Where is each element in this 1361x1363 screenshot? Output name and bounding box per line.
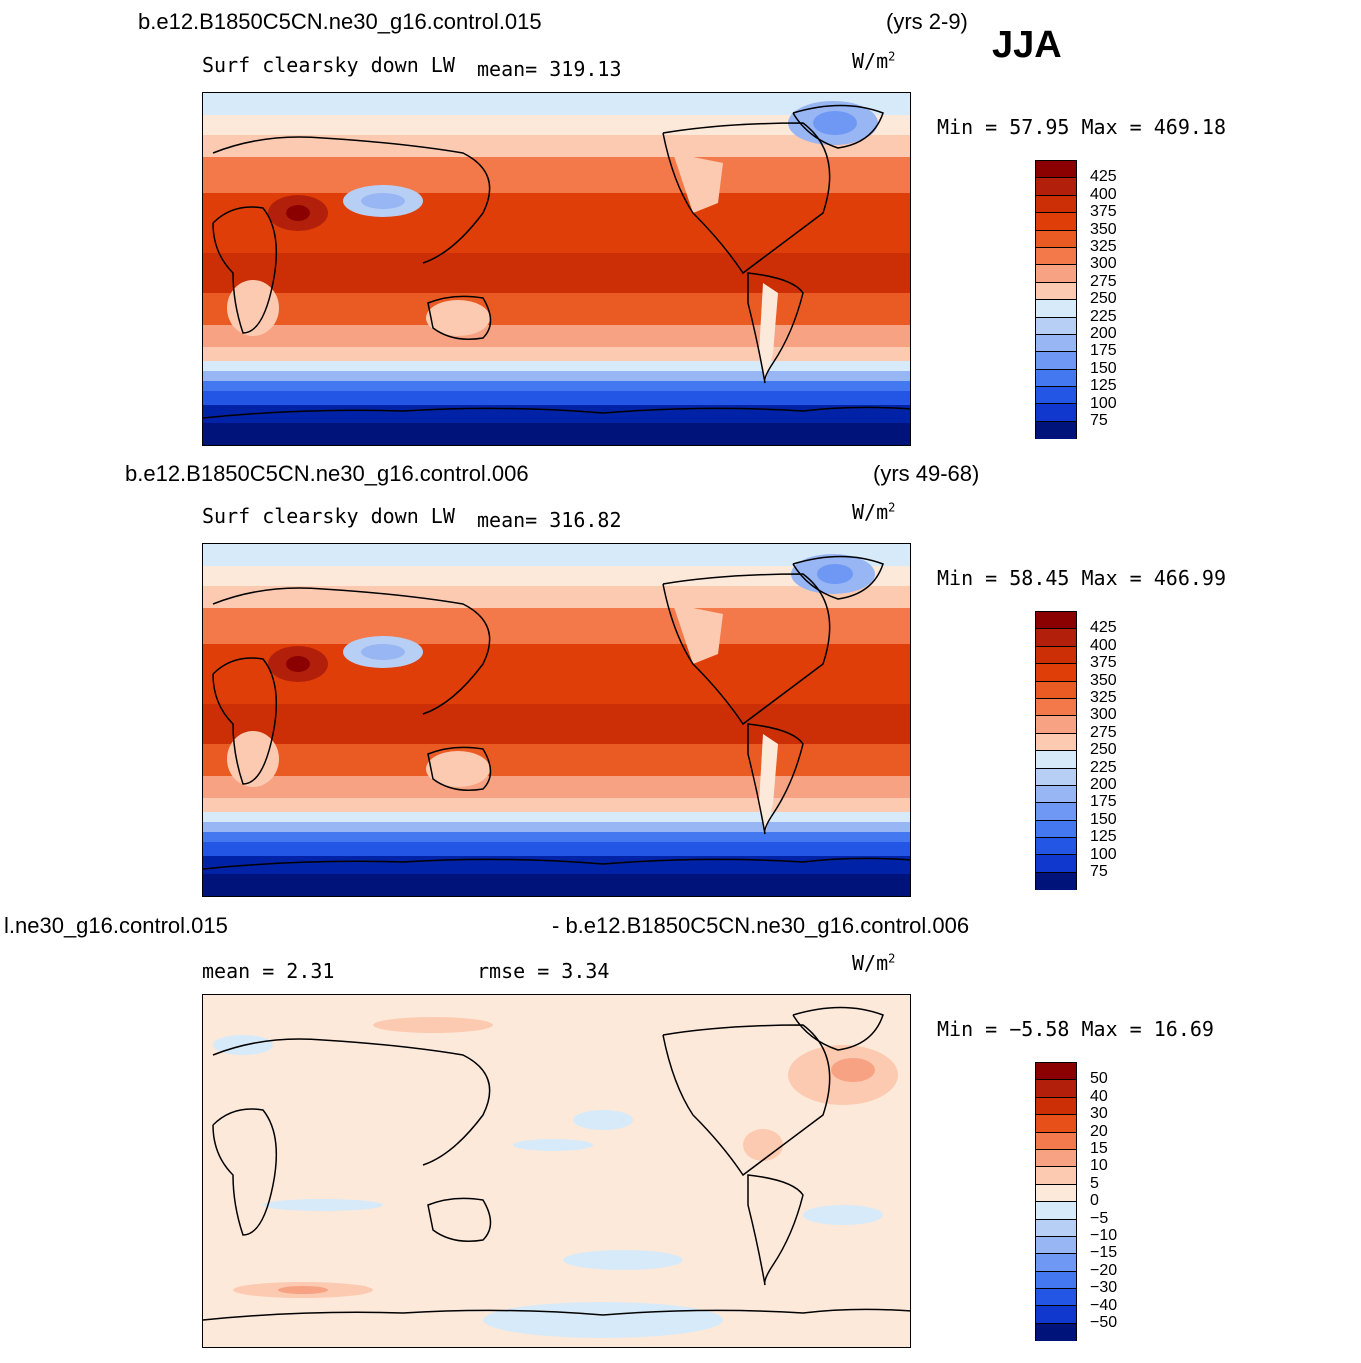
colorbar-tick-label: 400 (1090, 636, 1117, 654)
colorbar-tick-label: 20 (1090, 1122, 1108, 1140)
colorbar-tick-label: 225 (1090, 758, 1117, 776)
colorbar-tick-label: 350 (1090, 671, 1117, 689)
colorbar-tick-label: 100 (1090, 394, 1117, 412)
colorbar-tick-label: −15 (1090, 1244, 1118, 1262)
colorbar-tick-label: 175 (1090, 793, 1117, 811)
colorbar-tick-label: 325 (1090, 689, 1117, 706)
panel1-years: (yrs 2-9) (886, 9, 968, 34)
colorbar-tick-label: 10 (1090, 1157, 1108, 1175)
colorbar-tick-label: 300 (1090, 255, 1117, 273)
colorbar-tick-label: 400 (1090, 185, 1117, 203)
colorbar-tick-label: 150 (1090, 359, 1117, 377)
panel2-case-title: b.e12.B1850C5CN.ne30_g16.control.006 (125, 461, 529, 486)
colorbar-tick-label: −30 (1090, 1279, 1118, 1297)
panel3-rmse: rmse = 3.34 (477, 959, 610, 983)
colorbar-tick-label: 350 (1090, 220, 1117, 238)
colorbar-tick-label: −20 (1090, 1261, 1118, 1279)
panel2-minmax: Min = 58.45 Max = 466.99 (937, 566, 1226, 590)
colorbar-tick-label: 300 (1090, 706, 1117, 724)
panel1-case-title: b.e12.B1850C5CN.ne30_g16.control.015 (138, 9, 542, 34)
colorbar-tick-label: 0 (1090, 1192, 1099, 1210)
colorbar-tick-label: 325 (1090, 238, 1117, 255)
panel2-years: (yrs 49-68) (873, 461, 980, 486)
colorbar-tick-label: 425 (1090, 619, 1117, 637)
colorbar-tick-label: 75 (1090, 863, 1108, 880)
panel2-colorbar (1035, 611, 1077, 891)
colorbar-tick-label: 125 (1090, 828, 1117, 846)
colorbar-tick-label: 275 (1090, 272, 1117, 290)
colorbar-tick-label: 275 (1090, 723, 1117, 741)
colorbar-tick-label: 30 (1090, 1105, 1108, 1123)
panel2-mean: mean= 316.82 (477, 508, 622, 532)
panel3-map (202, 994, 911, 1348)
season-label: JJA (992, 24, 1062, 66)
colorbar-tick-label: 200 (1090, 325, 1117, 342)
panel3-colorbar (1035, 1062, 1077, 1342)
colorbar-tick-label: 40 (1090, 1087, 1108, 1105)
colorbar-tick-label: 150 (1090, 810, 1117, 828)
colorbar-tick-label: 5 (1090, 1174, 1099, 1192)
colorbar-tick-label: 175 (1090, 342, 1117, 360)
colorbar-tick-label: 250 (1090, 741, 1117, 759)
colorbar-tick-label: 75 (1090, 412, 1108, 429)
colorbar-tick-label: 250 (1090, 290, 1117, 308)
panel3-units: W/m2 (852, 951, 896, 975)
panel1-minmax: Min = 57.95 Max = 469.18 (937, 115, 1226, 139)
panel3-mean: mean = 2.31 (202, 959, 335, 983)
panel2-units: W/m2 (852, 500, 896, 524)
colorbar-tick-label: −40 (1090, 1296, 1118, 1314)
colorbar-tick-label: −50 (1090, 1314, 1118, 1331)
panel1-units: W/m2 (852, 49, 896, 73)
colorbar-tick-label: 50 (1090, 1070, 1108, 1088)
colorbar-tick-label: 100 (1090, 845, 1117, 863)
panel2-map (202, 543, 911, 897)
colorbar-tick-label: 225 (1090, 307, 1117, 325)
panel1-map (202, 92, 911, 446)
panel3-case-right: - b.e12.B1850C5CN.ne30_g16.control.006 (552, 913, 970, 938)
colorbar-tick-label: 375 (1090, 203, 1117, 221)
colorbar-tick-label: 375 (1090, 654, 1117, 672)
panel2-variable: Surf clearsky down LW (202, 504, 455, 528)
panel3-minmax: Min = −5.58 Max = 16.69 (937, 1017, 1214, 1041)
colorbar-tick-label: 200 (1090, 776, 1117, 793)
colorbar-tick-label: 15 (1090, 1140, 1108, 1157)
colorbar-tick-label: −5 (1090, 1209, 1109, 1227)
colorbar-tick-label: 425 (1090, 168, 1117, 186)
panel1-colorbar (1035, 160, 1077, 440)
colorbar-tick-label: −10 (1090, 1227, 1118, 1244)
panel1-mean: mean= 319.13 (477, 57, 622, 81)
panel3-case-left: l.ne30_g16.control.015 (4, 913, 228, 938)
colorbar-tick-label: 125 (1090, 377, 1117, 395)
panel1-variable: Surf clearsky down LW (202, 53, 455, 77)
